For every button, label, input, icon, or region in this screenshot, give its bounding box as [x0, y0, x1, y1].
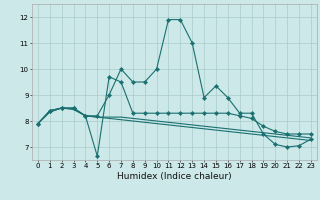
- X-axis label: Humidex (Indice chaleur): Humidex (Indice chaleur): [117, 172, 232, 181]
